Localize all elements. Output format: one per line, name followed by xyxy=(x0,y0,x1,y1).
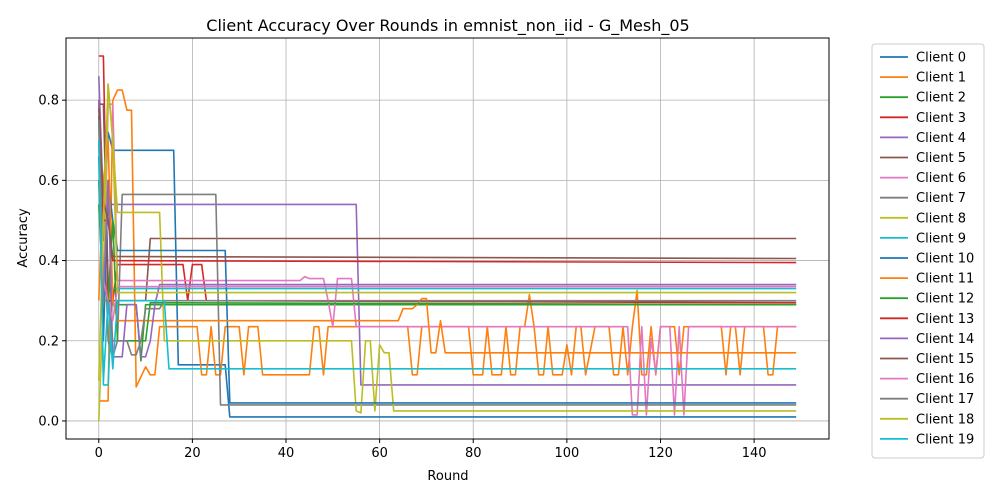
x-tick-label: 40 xyxy=(278,446,295,461)
legend-entry-label: Client 14 xyxy=(916,332,974,347)
legend-entry-label: Client 17 xyxy=(916,392,974,407)
series-line-client-9 xyxy=(98,120,797,386)
legend-entry-label: Client 16 xyxy=(916,372,974,387)
legend-entry-label: Client 3 xyxy=(916,111,966,126)
legend-entry-label: Client 11 xyxy=(916,272,974,287)
legend-entry-label: Client 10 xyxy=(916,252,974,267)
series-line-client-8 xyxy=(98,83,797,422)
y-tick-label: 0.6 xyxy=(38,174,59,189)
series-line-client-14 xyxy=(98,100,797,358)
x-axis-title: Round xyxy=(427,469,468,484)
legend-entry-label: Client 8 xyxy=(916,211,966,226)
series-line-client-4 xyxy=(98,76,797,386)
y-axis-ticks: 0.0 0.2 0.4 0.6 0.8 xyxy=(38,94,66,429)
y-tick-label: 0.0 xyxy=(38,414,59,429)
series-line-client-11 xyxy=(98,139,797,354)
series-line-client-0 xyxy=(98,116,797,418)
y-tick-label: 0.4 xyxy=(38,254,59,269)
legend-entry-label: Client 2 xyxy=(916,91,966,106)
plot-frame xyxy=(65,37,830,440)
series-line-client-15 xyxy=(98,108,797,260)
legend-entry-label: Client 12 xyxy=(916,292,974,307)
series-group xyxy=(98,55,797,422)
x-tick-label: 140 xyxy=(742,446,767,461)
series-line-client-6 xyxy=(98,103,797,416)
x-axis-ticks: 0 20 40 60 80 100 120 140 xyxy=(95,439,767,461)
x-tick-label: 80 xyxy=(465,446,482,461)
legend-entry-label: Client 4 xyxy=(916,131,966,146)
legend-frame xyxy=(871,43,985,459)
series-line-client-17 xyxy=(98,120,797,356)
chart-title: Client Accuracy Over Rounds in emnist_no… xyxy=(206,16,689,36)
series-line-client-2 xyxy=(98,180,797,362)
series-line-client-7 xyxy=(98,193,797,406)
legend-entry-label: Client 18 xyxy=(916,412,974,427)
legend-entry-label: Client 6 xyxy=(916,171,966,186)
series-line-client-5 xyxy=(98,103,797,302)
y-tick-label: 0.8 xyxy=(38,94,59,109)
series-line-client-1 xyxy=(98,89,797,402)
x-tick-label: 60 xyxy=(371,446,388,461)
y-tick-label: 0.2 xyxy=(38,334,59,349)
legend-entry-label: Client 0 xyxy=(916,51,966,66)
legend: Client 0 Client 1 Client 2 Client 3 Client 4… xyxy=(871,43,985,459)
legend-entry-label: Client 1 xyxy=(916,71,966,86)
series-line-client-18 xyxy=(98,83,797,381)
x-tick-label: 20 xyxy=(184,446,201,461)
series-line-client-16 xyxy=(98,140,797,322)
legend-entry-label: Client 13 xyxy=(916,312,974,327)
y-axis-title: Accuracy xyxy=(16,208,31,268)
series-line-client-19 xyxy=(98,140,797,382)
x-tick-label: 100 xyxy=(554,446,579,461)
x-tick-label: 0 xyxy=(95,446,103,461)
legend-entry-label: Client 5 xyxy=(916,151,966,166)
legend-entry-label: Client 9 xyxy=(916,231,966,246)
legend-entry-label: Client 7 xyxy=(916,191,966,206)
legend-entry-label: Client 15 xyxy=(916,352,974,367)
legend-entry-label: Client 19 xyxy=(916,432,974,447)
series-line-client-3 xyxy=(98,55,797,304)
x-tick-label: 120 xyxy=(648,446,673,461)
